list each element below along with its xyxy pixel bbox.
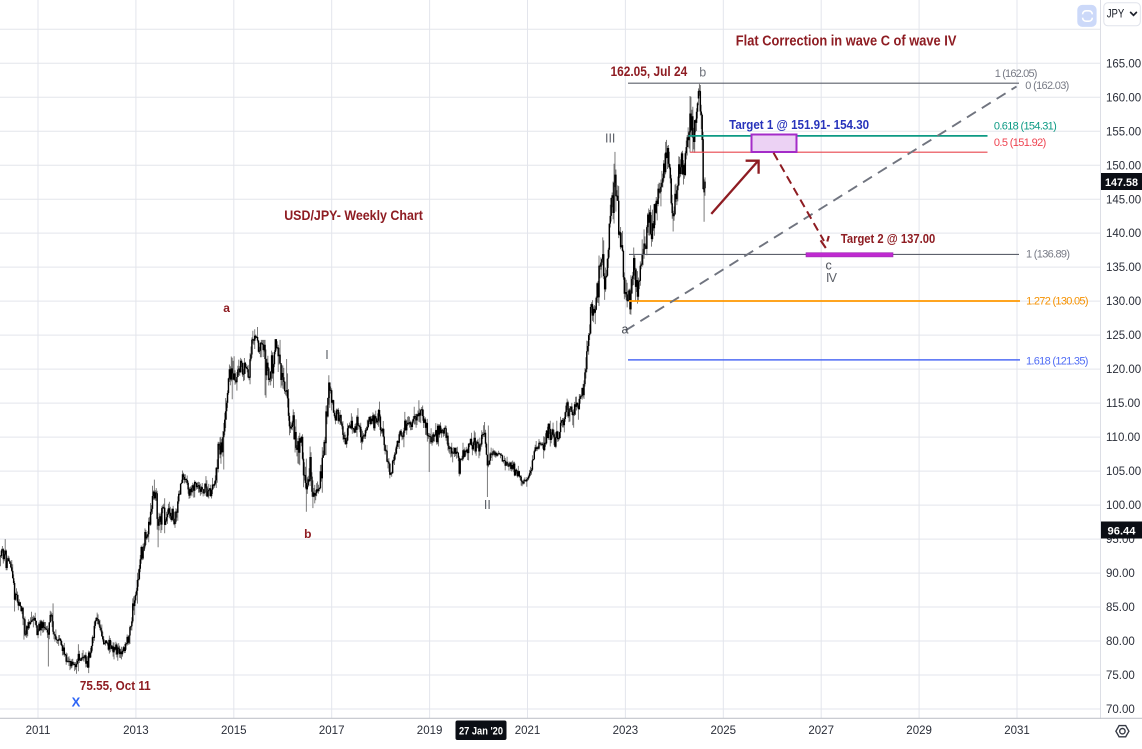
- svg-text:2027: 2027: [808, 725, 834, 737]
- svg-text:III: III: [605, 132, 615, 146]
- svg-text:96.44: 96.44: [1108, 525, 1137, 537]
- svg-text:130.00: 130.00: [1106, 296, 1141, 308]
- svg-text:120.00: 120.00: [1106, 364, 1141, 376]
- svg-text:2031: 2031: [1004, 725, 1030, 737]
- svg-text:2013: 2013: [123, 725, 149, 737]
- svg-text:75.55, Oct 11: 75.55, Oct 11: [80, 678, 151, 693]
- svg-text:1.618 (121.35): 1.618 (121.35): [1026, 355, 1088, 367]
- svg-text:Flat Correction in wave C of w: Flat Correction in wave C of wave IV: [736, 34, 957, 50]
- svg-text:2029: 2029: [906, 725, 932, 737]
- svg-text:115.00: 115.00: [1106, 398, 1140, 410]
- svg-text:USD/JPY- Weekly Chart: USD/JPY- Weekly Chart: [284, 207, 423, 223]
- svg-text:75.00: 75.00: [1106, 670, 1135, 682]
- svg-text:27 Jan '20: 27 Jan '20: [459, 725, 503, 737]
- svg-text:0 (162.03): 0 (162.03): [1025, 80, 1069, 92]
- svg-text:150.00: 150.00: [1106, 160, 1141, 172]
- svg-text:145.00: 145.00: [1106, 194, 1141, 206]
- svg-text:0.618 (154.31): 0.618 (154.31): [994, 121, 1057, 133]
- svg-text:140.00: 140.00: [1106, 228, 1141, 240]
- svg-text:b: b: [699, 66, 706, 80]
- svg-text:162.05, Jul 24: 162.05, Jul 24: [611, 64, 688, 79]
- svg-text:70.00: 70.00: [1106, 704, 1135, 716]
- svg-text:110.00: 110.00: [1106, 432, 1140, 444]
- svg-text:155.00: 155.00: [1106, 126, 1141, 138]
- svg-text:1 (136.89): 1 (136.89): [1026, 249, 1070, 261]
- svg-text:1.272 (130.05): 1.272 (130.05): [1026, 296, 1088, 308]
- svg-text:II: II: [484, 498, 491, 512]
- svg-text:105.00: 105.00: [1106, 466, 1141, 478]
- svg-text:147.58: 147.58: [1105, 177, 1138, 189]
- svg-text:160.00: 160.00: [1106, 92, 1141, 104]
- svg-text:125.00: 125.00: [1106, 330, 1141, 342]
- svg-text:I: I: [325, 348, 328, 362]
- svg-text:2021: 2021: [515, 725, 541, 737]
- svg-text:165.00: 165.00: [1106, 58, 1141, 70]
- svg-text:2019: 2019: [417, 725, 443, 737]
- svg-text:1 (162.05): 1 (162.05): [995, 68, 1038, 80]
- svg-text:2011: 2011: [26, 725, 51, 737]
- svg-text:2023: 2023: [613, 725, 639, 737]
- svg-text:a: a: [622, 322, 629, 336]
- svg-text:IV: IV: [826, 271, 838, 285]
- svg-text:2025: 2025: [711, 725, 737, 737]
- svg-text:135.00: 135.00: [1106, 262, 1141, 274]
- svg-text:X: X: [72, 694, 81, 709]
- svg-text:Target 1 @ 151.91- 154.30: Target 1 @ 151.91- 154.30: [729, 117, 869, 132]
- svg-text:JPY: JPY: [1107, 9, 1125, 21]
- svg-text:2017: 2017: [319, 725, 345, 737]
- svg-text:85.00: 85.00: [1106, 602, 1135, 614]
- svg-text:100.00: 100.00: [1106, 500, 1141, 512]
- svg-text:80.00: 80.00: [1106, 636, 1135, 648]
- svg-text:b: b: [304, 527, 311, 541]
- svg-text:a: a: [223, 301, 230, 315]
- svg-text:90.00: 90.00: [1106, 568, 1135, 580]
- svg-text:2015: 2015: [221, 725, 247, 737]
- svg-text:0.5 (151.92): 0.5 (151.92): [994, 137, 1046, 149]
- svg-text:Target 2 @ 137.00: Target 2 @ 137.00: [841, 231, 935, 246]
- svg-text:c: c: [825, 259, 831, 273]
